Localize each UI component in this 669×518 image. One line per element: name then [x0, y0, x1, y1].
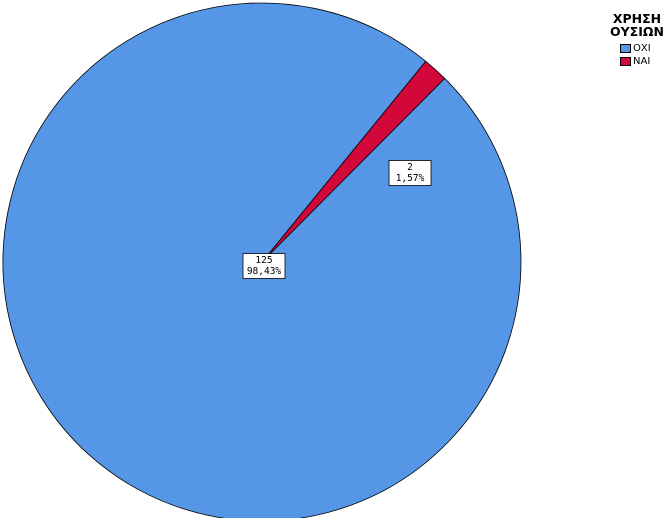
- data-label-nai: 21,57%: [388, 160, 432, 186]
- legend-items: ΟΧΙ ΝΑΙ: [606, 42, 668, 68]
- data-label-box: [388, 160, 432, 186]
- legend-title-line-1: ΧΡΗΣΗ: [612, 11, 662, 26]
- data-label-percent: 98,43%: [247, 266, 282, 277]
- data-label-percent: 1,57%: [396, 173, 425, 184]
- legend-title-line-2: ΟΥΣΙΩΝ: [610, 24, 664, 39]
- data-label-box: [242, 253, 286, 279]
- legend-item-nai: ΝΑΙ: [620, 55, 668, 68]
- legend-item-oxi: ΟΧΙ: [620, 42, 668, 55]
- data-label-count: 2: [407, 162, 413, 173]
- legend-swatch-oxi: [620, 44, 631, 53]
- legend-label-nai: ΝΑΙ: [633, 56, 651, 67]
- legend: ΧΡΗΣΗ ΟΥΣΙΩΝ ΟΧΙ ΝΑΙ: [606, 12, 668, 68]
- legend-label-oxi: ΟΧΙ: [633, 43, 651, 54]
- legend-swatch-nai: [620, 57, 631, 66]
- legend-title: ΧΡΗΣΗ ΟΥΣΙΩΝ: [606, 12, 668, 38]
- data-label-count: 125: [255, 255, 272, 266]
